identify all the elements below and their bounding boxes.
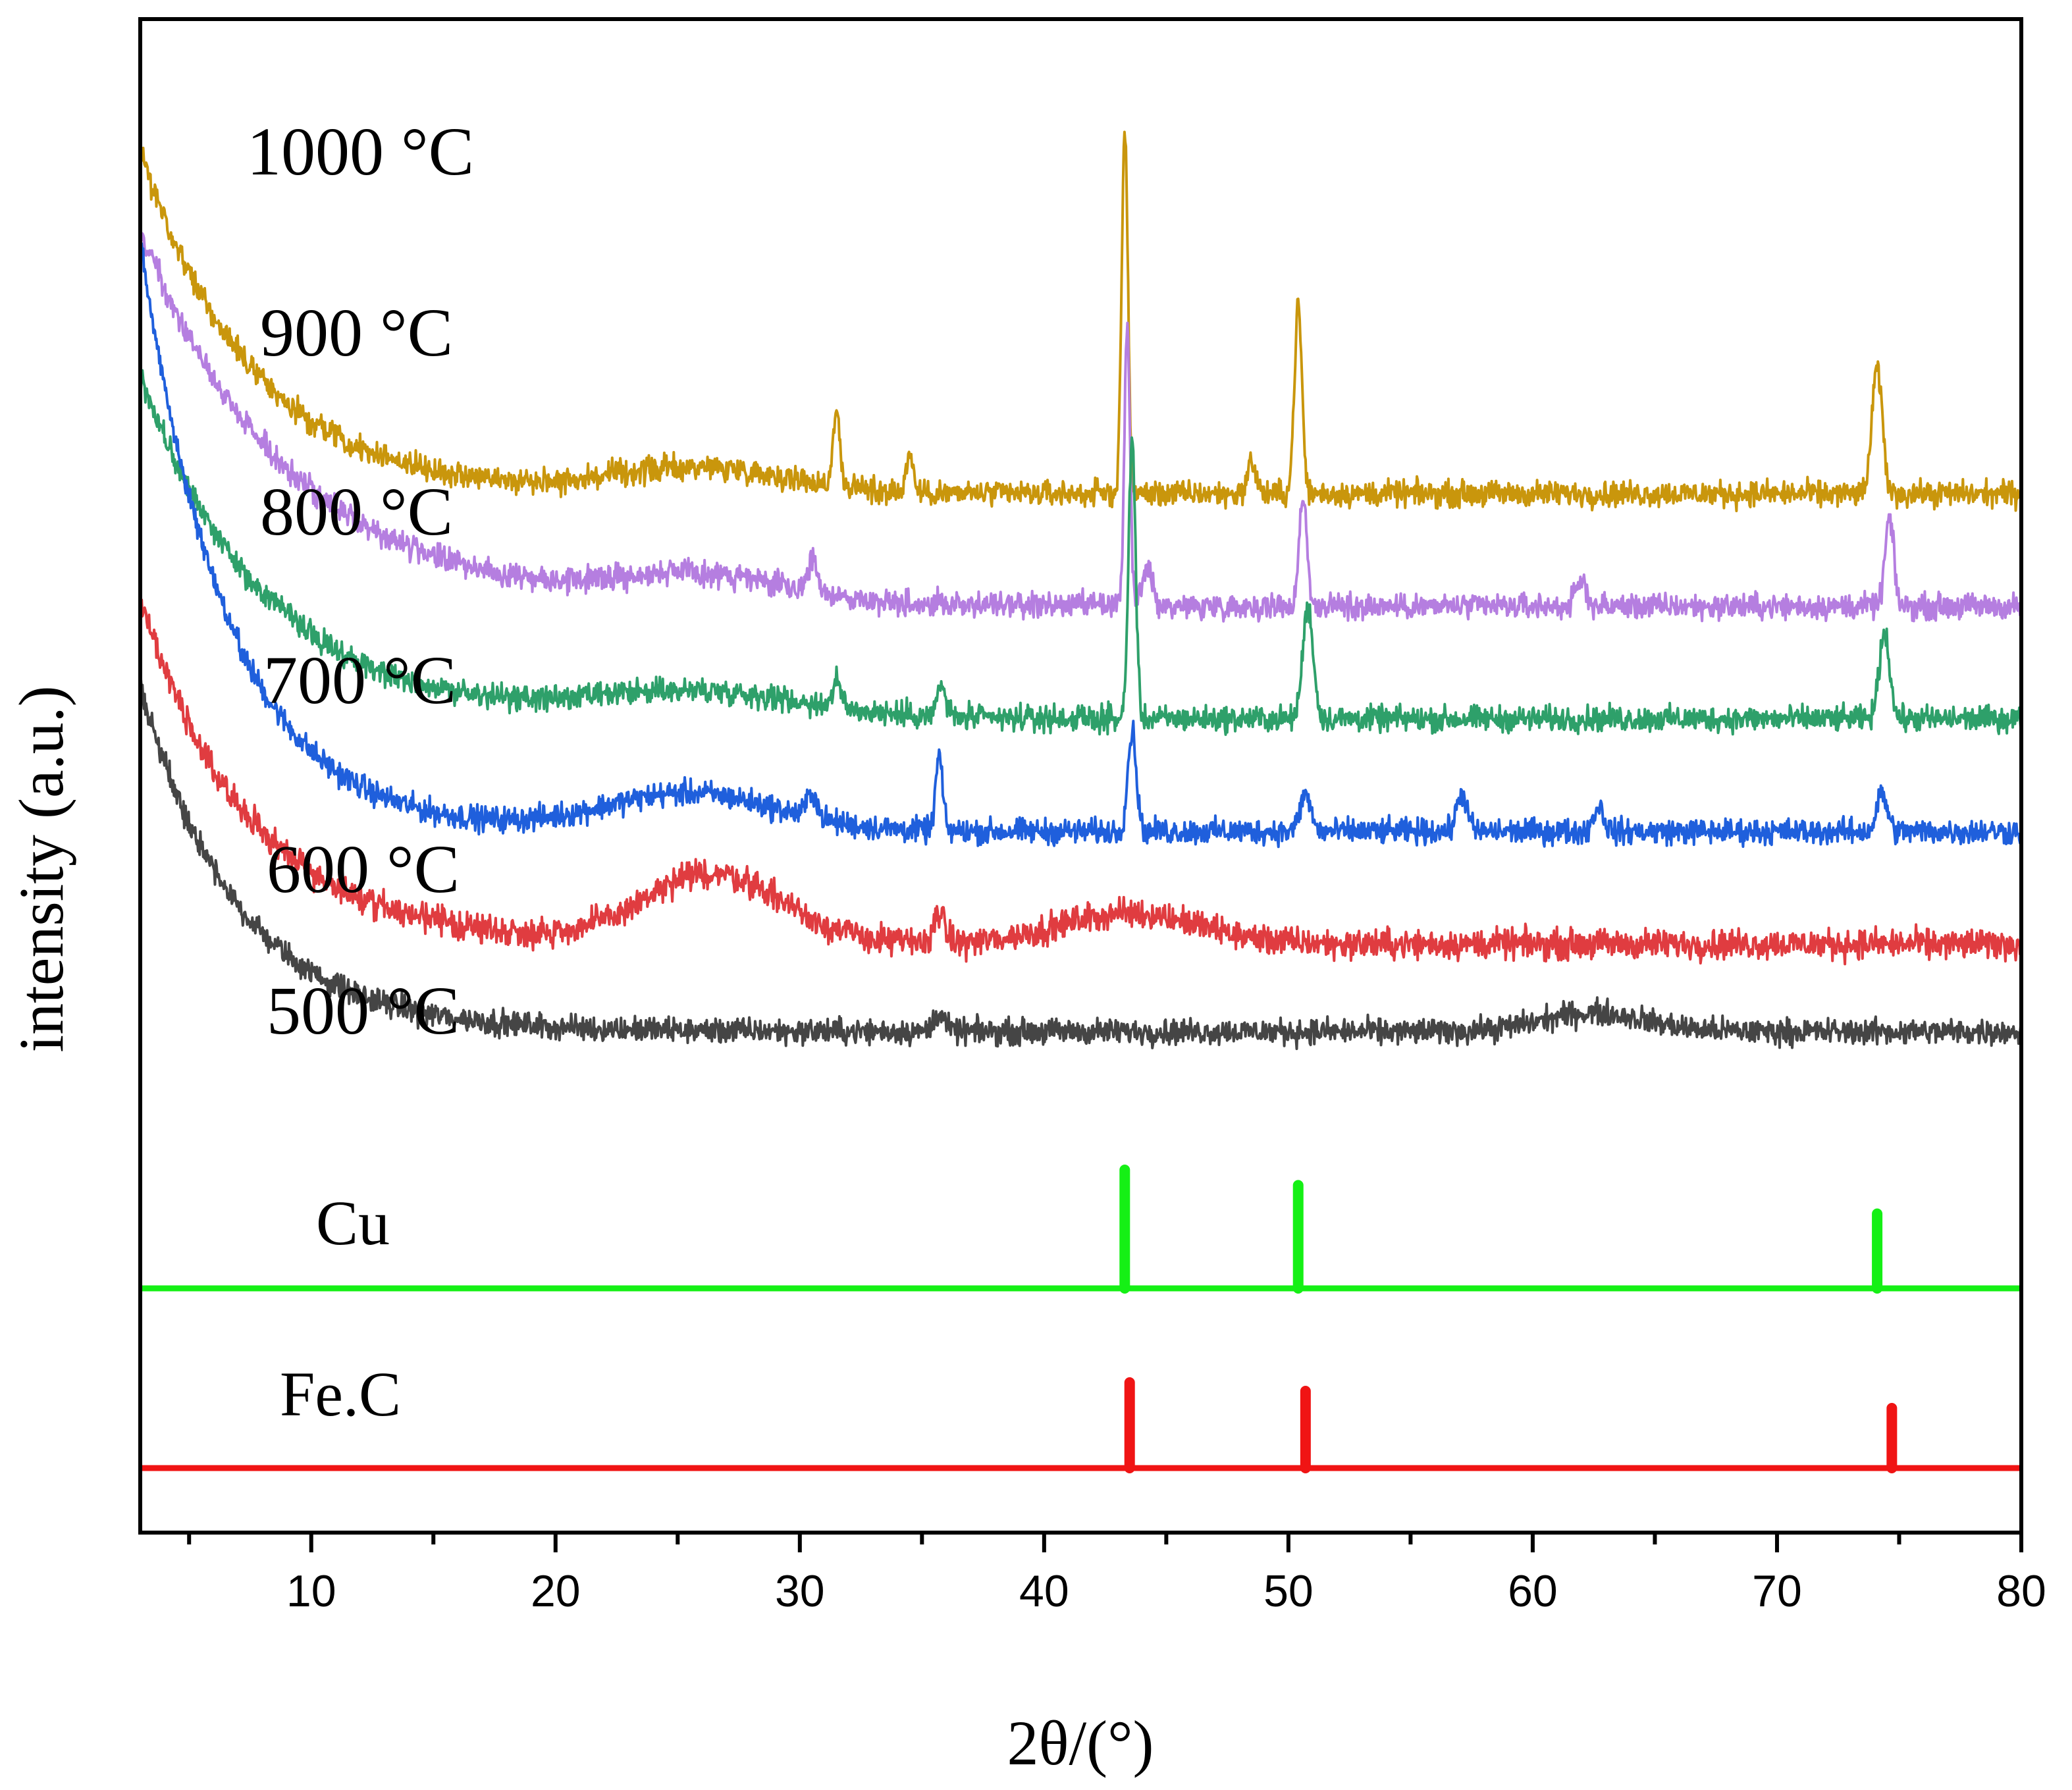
- x-tick-label-10: 10: [286, 1566, 336, 1616]
- series-label-900c: 900 °C: [260, 295, 453, 371]
- ref-label-fe3c: Fe.C: [280, 1359, 401, 1429]
- trace-500c: [139, 678, 2023, 1051]
- series-label-700c: 700 °C: [263, 643, 456, 718]
- series-label-500c: 500 °C: [267, 973, 460, 1049]
- x-tick-label-50: 50: [1263, 1566, 1314, 1616]
- x-tick-label-70: 70: [1752, 1566, 1802, 1616]
- reference-patterns: Cu Fe.C: [140, 1165, 2021, 1473]
- trace-900c: [139, 232, 2023, 623]
- x-tick-label-60: 60: [1508, 1566, 1558, 1616]
- series-label-800c: 800 °C: [260, 474, 453, 550]
- ref-label-cu: Cu: [316, 1188, 390, 1258]
- x-tick-label-80: 80: [1996, 1566, 2046, 1616]
- trace-600c: [139, 598, 2023, 966]
- x-tick-label-20: 20: [531, 1566, 581, 1616]
- x-axis-ticks: 10 20 30 40 50 60 70 80: [187, 1533, 2046, 1616]
- x-tick-label-40: 40: [1019, 1566, 1069, 1616]
- trace-1000c: [139, 130, 2023, 513]
- x-tick-label-30: 30: [775, 1566, 825, 1616]
- series-label-600c: 600 °C: [267, 831, 460, 907]
- xrd-traces: 1000 °C 900 °C 800 °C 700 °C 600 °C 500 °C: [139, 114, 2023, 1051]
- plot-frame: [138, 17, 2023, 1535]
- y-axis-title: intensity (a.u.): [6, 685, 76, 1052]
- trace-800c: [139, 364, 2023, 736]
- x-axis-title: 2θ/(°): [1007, 1708, 1154, 1778]
- trace-700c: [139, 232, 2023, 849]
- series-label-1000c: 1000 °C: [247, 114, 474, 190]
